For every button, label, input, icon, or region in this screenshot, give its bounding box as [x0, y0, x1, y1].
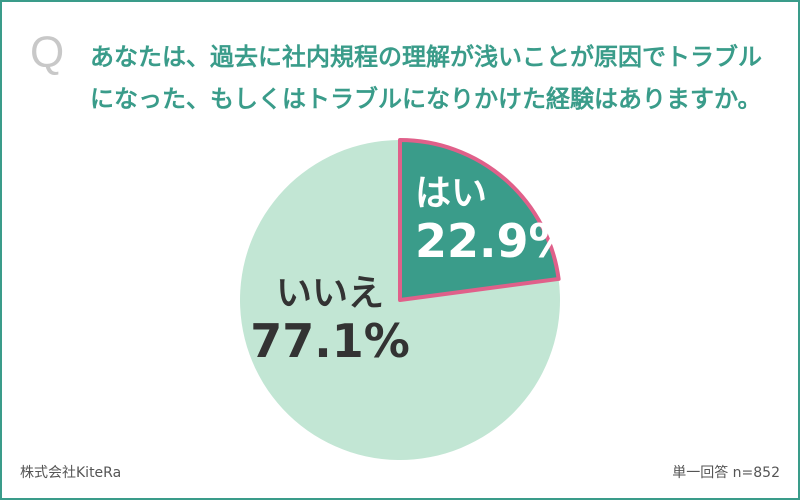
slice-label-1: いいえ [276, 273, 384, 314]
question-mark: Q [30, 28, 65, 77]
slice-value-1: 77.1% [250, 314, 410, 368]
pie-slice-0 [398, 138, 561, 302]
sample-note: 単一回答 n=852 [672, 465, 780, 481]
slice-label-0: はい [415, 173, 487, 214]
slice-value-0: 22.9% [415, 214, 575, 268]
company-name: 株式会社KiteRa [20, 465, 122, 481]
question-title: あなたは、過去に社内規程の理解が浅いことが原因でトラブルになった、もしくはトラブ… [90, 43, 762, 113]
